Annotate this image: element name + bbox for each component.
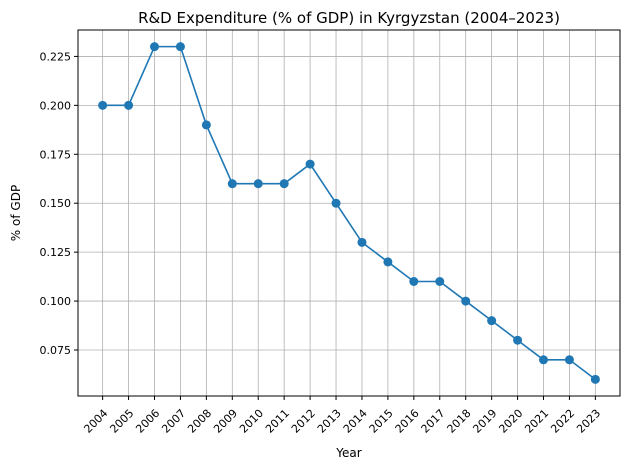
x-tick-label: 2008 bbox=[185, 407, 214, 436]
x-tick-label: 2018 bbox=[445, 407, 474, 436]
data-point-2021 bbox=[538, 355, 548, 365]
series-line bbox=[102, 45, 596, 381]
data-point-2005 bbox=[124, 100, 134, 110]
x-tick-label: 2014 bbox=[341, 407, 370, 436]
grid bbox=[78, 30, 620, 396]
data-point-2004 bbox=[98, 100, 108, 110]
x-tick-label: 2012 bbox=[289, 407, 318, 436]
data-point-2013 bbox=[331, 198, 341, 208]
x-tick-label: 2004 bbox=[81, 407, 110, 436]
x-tick-label: 2013 bbox=[315, 407, 344, 436]
x-tick-label: 2016 bbox=[393, 407, 422, 436]
data-point-2010 bbox=[253, 179, 263, 189]
data-point-2009 bbox=[227, 179, 237, 189]
data-point-2017 bbox=[435, 277, 445, 287]
x-tick-label: 2019 bbox=[470, 407, 499, 436]
x-tick-label: 2023 bbox=[574, 407, 603, 436]
data-point-2014 bbox=[357, 237, 367, 247]
x-axis-label: Year bbox=[335, 446, 361, 460]
data-point-2018 bbox=[461, 296, 471, 306]
x-tick-label: 2005 bbox=[107, 407, 136, 436]
data-point-2019 bbox=[487, 316, 497, 326]
y-tick-label: 0.225 bbox=[40, 50, 72, 63]
y-axis: 0.075 0.100 0.125 0.150 0.175 0.200 0.225 bbox=[40, 50, 78, 357]
plot-frame bbox=[77, 29, 621, 397]
data-point-2008 bbox=[201, 120, 211, 130]
x-tick-label: 2006 bbox=[133, 407, 162, 436]
x-axis: 2004200520062007200820092010201120122013… bbox=[81, 396, 603, 436]
x-tick-label: 2015 bbox=[367, 407, 396, 436]
x-tick-label: 2011 bbox=[263, 407, 292, 436]
data-point-2016 bbox=[409, 277, 419, 287]
data-point-2007 bbox=[175, 42, 185, 52]
data-point-2015 bbox=[383, 257, 393, 267]
x-tick-label: 2010 bbox=[237, 407, 266, 436]
y-axis-label: % of GDP bbox=[9, 185, 23, 241]
y-tick-label: 0.125 bbox=[40, 246, 72, 259]
y-tick-label: 0.175 bbox=[40, 148, 72, 161]
data-point-2020 bbox=[513, 335, 523, 345]
y-tick-label: 0.200 bbox=[40, 99, 72, 112]
x-tick-label: 2022 bbox=[548, 407, 577, 436]
x-tick-label: 2009 bbox=[211, 407, 240, 436]
data-point-2012 bbox=[305, 159, 315, 169]
series bbox=[98, 42, 600, 384]
data-point-2011 bbox=[279, 179, 289, 189]
x-tick-label: 2017 bbox=[419, 407, 448, 436]
y-tick-label: 0.075 bbox=[40, 344, 72, 357]
y-tick-label: 0.100 bbox=[40, 295, 72, 308]
y-tick-label: 0.150 bbox=[40, 197, 72, 210]
data-point-2022 bbox=[564, 355, 574, 365]
data-point-2006 bbox=[150, 42, 160, 52]
x-tick-label: 2021 bbox=[522, 407, 551, 436]
data-point-2023 bbox=[590, 374, 600, 384]
chart-title: R&D Expenditure (% of GDP) in Kyrgyzstan… bbox=[138, 9, 560, 27]
x-tick-label: 2020 bbox=[496, 407, 525, 436]
x-tick-label: 2007 bbox=[159, 407, 188, 436]
